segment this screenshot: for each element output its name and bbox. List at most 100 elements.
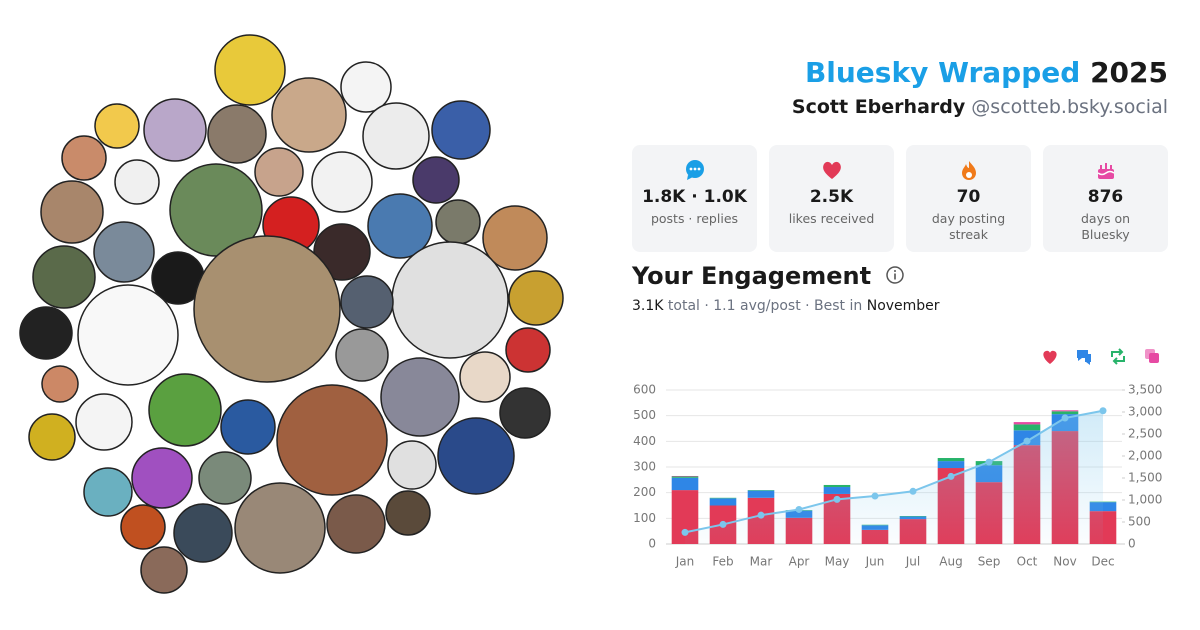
- avatar: [412, 156, 460, 204]
- avatar: [499, 387, 551, 439]
- line-point: [947, 472, 955, 480]
- avatar: [94, 103, 140, 149]
- legend-icon[interactable]: [1077, 350, 1091, 365]
- stat-icon: [961, 161, 976, 180]
- avatar: [207, 104, 267, 164]
- stat-icon: [822, 161, 841, 179]
- x-tick-label: Jan: [675, 555, 695, 569]
- stat-value: 2.5K: [809, 187, 854, 207]
- y2-tick-label: 3,500: [1128, 383, 1162, 397]
- bar-segment: [747, 490, 775, 498]
- avatar: [120, 504, 166, 550]
- y2-tick-label: 2,500: [1128, 427, 1162, 441]
- avatar: [41, 365, 79, 403]
- line-point: [871, 492, 879, 500]
- line-point: [681, 528, 689, 536]
- bar-segment: [671, 477, 699, 491]
- title-brand: Bluesky Wrapped: [804, 56, 1081, 89]
- y-tick-label: 300: [633, 460, 656, 474]
- bar-segment: [671, 476, 699, 478]
- stat-value: 1.8K · 1.0K: [642, 187, 747, 207]
- x-tick-label: Oct: [1017, 555, 1038, 569]
- bar-segment: [937, 458, 965, 462]
- bar-segment: [1013, 422, 1041, 425]
- x-tick-label: Sep: [978, 555, 1001, 569]
- avatar: [437, 417, 515, 495]
- line-point: [795, 505, 803, 513]
- stat-label: posts · replies: [650, 211, 739, 226]
- y-tick-label: 0: [648, 537, 656, 551]
- avatar: [61, 135, 107, 181]
- y-tick-label: 500: [633, 408, 656, 422]
- bar-segment: [1051, 411, 1079, 415]
- bar-segment: [747, 490, 775, 491]
- x-tick-label: Dec: [1091, 555, 1114, 569]
- stat-label: days on Bluesky: [1080, 211, 1131, 242]
- x-tick-label: Jun: [865, 555, 885, 569]
- avatar: [148, 373, 222, 447]
- y-tick-label: 600: [633, 383, 656, 397]
- bar-segment: [823, 487, 851, 494]
- stat-label: likes received: [788, 211, 875, 226]
- avatar: [505, 327, 551, 373]
- avatar: [362, 102, 430, 170]
- avatar: [140, 546, 188, 594]
- avatar: [508, 270, 564, 326]
- avatar: [482, 205, 548, 271]
- y-tick-label: 100: [633, 511, 656, 525]
- line-point: [1023, 437, 1031, 445]
- y2-tick-label: 1,000: [1128, 493, 1162, 507]
- avatar: [40, 180, 104, 244]
- avatar: [340, 275, 394, 329]
- info-icon[interactable]: [885, 265, 905, 285]
- avatar: [385, 490, 431, 536]
- avatar: [131, 447, 193, 509]
- avatar: [77, 284, 179, 386]
- y2-tick-label: 500: [1128, 515, 1151, 529]
- x-tick-label: Nov: [1053, 555, 1076, 569]
- avatar: [83, 467, 133, 517]
- bar-segment: [671, 475, 699, 477]
- x-tick-label: Mar: [750, 555, 773, 569]
- avatar: [391, 241, 509, 359]
- avatar: [311, 151, 373, 213]
- avatar: [75, 393, 133, 451]
- line-area: [685, 410, 1103, 544]
- stat-label: day posting streak: [931, 211, 1006, 242]
- engagement-best: November: [866, 298, 940, 314]
- avatar: [220, 399, 276, 455]
- stat-card: 1.8K · 1.0K posts · replies: [632, 145, 757, 252]
- y2-tick-label: 0: [1128, 537, 1136, 551]
- avatar-collage: [19, 34, 564, 594]
- avatar: [254, 147, 304, 197]
- title-year: 2025: [1090, 56, 1168, 89]
- avatar: [313, 223, 371, 281]
- stat-icon: [685, 160, 704, 180]
- legend-icon[interactable]: [1149, 353, 1159, 363]
- stat-card: 70 day posting streak: [906, 145, 1031, 252]
- bar-segment: [709, 498, 737, 506]
- avatar: [380, 357, 460, 437]
- avatar: [193, 235, 341, 383]
- bar-segment: [1013, 424, 1041, 431]
- avatar: [143, 98, 207, 162]
- line-point: [1061, 414, 1069, 422]
- y2-tick-label: 3,000: [1128, 405, 1162, 419]
- avatar: [387, 440, 437, 490]
- x-tick-label: Feb: [712, 555, 733, 569]
- user: Scott Eberhardy @scotteb.bsky.social: [792, 96, 1168, 118]
- avatar: [459, 351, 511, 403]
- avatar: [335, 328, 389, 382]
- avatar: [198, 451, 252, 505]
- avatar: [114, 159, 160, 205]
- avatar: [234, 482, 326, 574]
- legend-icon[interactable]: [1043, 350, 1057, 364]
- legend-icon[interactable]: [1111, 348, 1125, 365]
- avatar: [173, 503, 233, 563]
- line-point: [757, 511, 765, 519]
- y2-tick-label: 1,500: [1128, 471, 1162, 485]
- stat-value: 70: [956, 187, 981, 207]
- avatar: [435, 199, 481, 245]
- avatar: [32, 245, 96, 309]
